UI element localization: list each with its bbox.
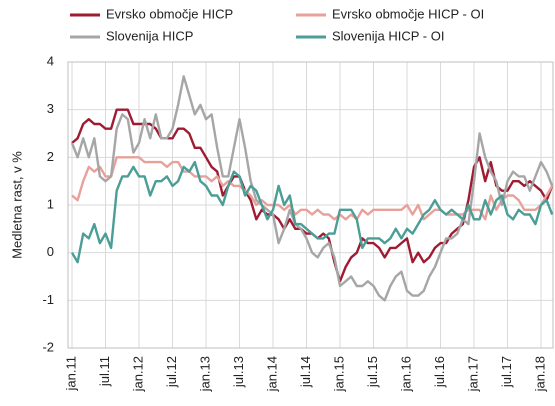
y-tick-label: 1 (47, 196, 54, 211)
x-tick-label: jan.17 (465, 356, 480, 392)
x-tick-label: jul.13 (231, 356, 246, 388)
legend-label: Evrsko območje HICP (106, 6, 233, 21)
y-tick-label: 0 (47, 244, 54, 259)
x-tick-label: jul.11 (97, 356, 112, 387)
legend-label: Slovenija HICP - OI (332, 28, 444, 43)
legend-label: Slovenija HICP (106, 28, 193, 43)
x-tick-label: jan.15 (331, 356, 346, 392)
y-tick-label: 2 (47, 149, 54, 164)
y-tick-label: -2 (42, 339, 54, 354)
y-tick-label: 4 (47, 53, 54, 68)
legend-label: Evrsko območje HICP - OI (332, 6, 484, 21)
y-tick-label: 3 (47, 101, 54, 116)
x-tick-label: jul.16 (432, 356, 447, 388)
x-tick-label: jul.15 (365, 356, 380, 388)
x-tick-label: jan.16 (398, 356, 413, 392)
y-tick-label: -1 (42, 292, 54, 307)
x-tick-label: jan.12 (130, 356, 145, 392)
series-line (70, 160, 554, 264)
plot-frame (67, 61, 554, 349)
y-axis-label: Medletna rast, v % (9, 151, 24, 259)
x-tick-label: jul.12 (164, 356, 179, 388)
x-tick-label: jul.17 (499, 356, 514, 388)
x-tick-label: jan.11 (63, 356, 78, 391)
series-line (70, 75, 554, 302)
x-tick-label: jan.13 (197, 356, 212, 392)
series-line (71, 156, 554, 221)
x-tick-label: jul.14 (298, 356, 313, 388)
x-tick-label: jan.14 (264, 356, 279, 392)
x-tick-label: jan.18 (532, 356, 547, 392)
